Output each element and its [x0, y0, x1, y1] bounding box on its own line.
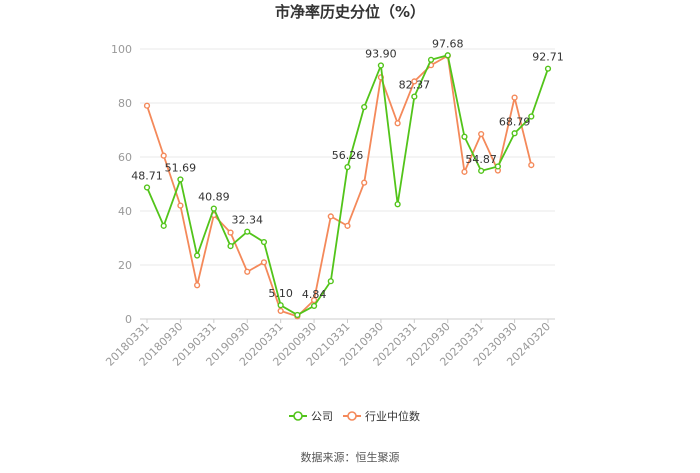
data-point: [361, 103, 368, 111]
legend-label: 行业中位数: [365, 409, 420, 423]
data-label: 68.79: [499, 115, 531, 128]
data-point: [511, 94, 518, 101]
data-point: [177, 202, 184, 209]
series-line: [146, 54, 533, 318]
series-group: [143, 52, 552, 320]
data-point: [528, 162, 535, 169]
data-label: 51.69: [165, 161, 197, 174]
data-point: [344, 163, 351, 171]
y-tick-label: 20: [118, 259, 132, 272]
data-label: 4.84: [302, 288, 327, 301]
data-point: [177, 176, 184, 183]
y-tick-label: 80: [118, 97, 132, 110]
data-point: [361, 179, 368, 186]
data-point: [427, 56, 435, 63]
data-point: [210, 205, 217, 212]
data-point: [160, 152, 167, 159]
data-point: [143, 102, 151, 109]
data-point: [260, 238, 268, 246]
data-point: [277, 307, 284, 315]
legend-item-公司[interactable]: 公司: [289, 410, 333, 423]
y-tick-label: 40: [118, 205, 132, 218]
data-point: [478, 167, 485, 174]
data-point: [394, 120, 401, 127]
data-point: [194, 282, 201, 289]
data-point: [277, 302, 284, 309]
chart-title: 市净率历史分位（%）: [275, 3, 425, 21]
data-point: [528, 113, 535, 120]
data-point: [444, 52, 451, 59]
data-point: [461, 133, 468, 140]
legend-swatch-marker: [347, 411, 357, 421]
series-公司: [143, 52, 552, 319]
data-point: [310, 297, 318, 304]
data-point: [461, 168, 468, 175]
data-point: [260, 259, 268, 266]
data-point: [394, 201, 401, 208]
data-label: 40.89: [198, 191, 230, 204]
grid: [140, 48, 555, 320]
legend[interactable]: 公司 行业中位数: [289, 409, 420, 423]
data-label: 54.87: [465, 153, 497, 166]
data-point: [194, 252, 201, 259]
data-point: [411, 78, 418, 85]
y-tick-label: 0: [125, 313, 132, 326]
data-point: [227, 229, 234, 236]
data-source: 数据来源：恒生聚源: [301, 450, 400, 464]
data-label: 93.90: [365, 47, 397, 60]
data-label: 32.34: [232, 214, 264, 227]
data-point: [327, 278, 334, 285]
x-axis: 2018033120180930201903312019093020200331…: [103, 319, 553, 369]
data-point: [310, 302, 318, 310]
data-point: [544, 65, 552, 72]
data-point: [244, 268, 251, 275]
data-label: 82.37: [399, 79, 431, 92]
data-point: [227, 243, 234, 250]
y-tick-label: 100: [111, 43, 132, 56]
y-axis: 0 20 40 60 80 100: [111, 43, 132, 326]
y-tick-label: 60: [118, 151, 132, 164]
legend-item-行业中位数[interactable]: 行业中位数: [343, 409, 420, 423]
data-point: [478, 130, 485, 138]
data-label: 56.26: [332, 149, 364, 162]
data-point: [511, 130, 518, 137]
data-point: [143, 184, 151, 191]
data-point: [294, 311, 301, 319]
data-label: 97.68: [432, 37, 464, 50]
data-label: 48.71: [131, 169, 163, 182]
series-行业中位数: [143, 52, 535, 320]
legend-swatch-marker: [293, 411, 303, 421]
series-line: [146, 54, 549, 316]
legend-label: 公司: [311, 410, 333, 423]
data-label: 92.71: [532, 51, 564, 64]
data-label: 5.10: [268, 287, 293, 300]
data-point: [244, 228, 251, 235]
data-point: [494, 163, 501, 170]
data-point: [411, 93, 418, 100]
data-point: [327, 213, 334, 220]
data-point: [344, 222, 351, 229]
data-point: [160, 222, 167, 229]
data-point: [377, 62, 385, 69]
